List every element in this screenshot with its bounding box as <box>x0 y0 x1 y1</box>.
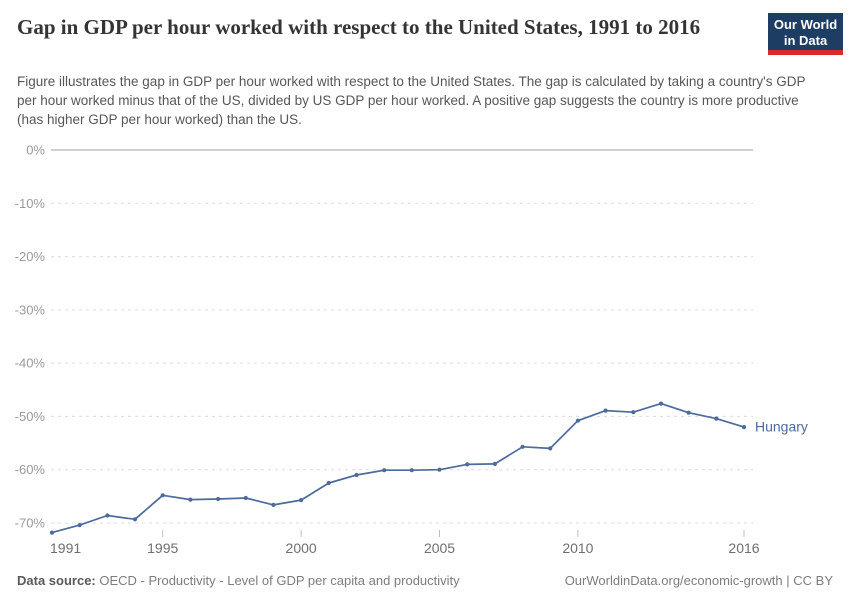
owid-logo-line1: Our World <box>773 17 838 32</box>
data-source-label: Data source: <box>17 573 96 588</box>
data-point[interactable] <box>271 502 276 507</box>
x-tick-label: 2010 <box>562 540 593 556</box>
owid-url-link[interactable]: OurWorldinData.org/economic-growth <box>564 573 783 588</box>
data-point[interactable] <box>160 493 165 498</box>
y-tick-label: 0% <box>26 143 45 158</box>
y-tick-label: -20% <box>15 249 46 264</box>
y-tick-label: -10% <box>15 196 46 211</box>
footer-divider: | <box>782 573 794 588</box>
data-point[interactable] <box>409 468 414 473</box>
license-label: CC BY <box>793 573 833 588</box>
chart-subtitle: Figure illustrates the gap in GDP per ho… <box>17 74 806 128</box>
data-point[interactable] <box>49 530 55 535</box>
data-point[interactable] <box>575 418 581 423</box>
x-tick-label: 2000 <box>286 540 317 556</box>
data-series-line[interactable] <box>51 402 745 534</box>
footer-credits: OurWorldinData.org/economic-growth | CC … <box>565 573 833 588</box>
y-tick-label: -60% <box>15 462 46 477</box>
data-point[interactable] <box>299 498 304 503</box>
data-point[interactable] <box>658 401 664 406</box>
data-source-text: OECD - Productivity - Level of GDP per c… <box>95 573 460 588</box>
data-point[interactable] <box>326 480 331 486</box>
data-source: Data source: OECD - Productivity - Level… <box>17 573 460 588</box>
owid-logo-stripe <box>768 50 843 55</box>
data-point[interactable] <box>465 462 470 467</box>
x-tick-label: 1991 <box>50 540 81 556</box>
data-point[interactable] <box>77 523 82 528</box>
data-point[interactable] <box>492 461 497 466</box>
y-tick-label: -30% <box>15 302 46 317</box>
data-point[interactable] <box>548 446 553 451</box>
data-point[interactable] <box>243 495 248 501</box>
data-point[interactable] <box>686 410 691 415</box>
owid-logo-line2: in Data <box>783 33 828 49</box>
data-point[interactable] <box>188 497 193 502</box>
x-tick-label: 2005 <box>424 540 455 556</box>
y-tick-label: -50% <box>15 409 46 424</box>
data-point[interactable] <box>382 468 387 473</box>
y-tick-label: -40% <box>15 356 46 371</box>
chart-footer: Data source: OECD - Productivity - Level… <box>17 573 833 588</box>
series-end-label[interactable]: Hungary <box>755 419 808 435</box>
owid-logo[interactable]: Our World in Data <box>768 13 843 53</box>
y-tick-label: -70% <box>15 516 46 531</box>
data-point[interactable] <box>354 472 359 478</box>
data-point[interactable] <box>437 467 442 472</box>
data-point[interactable] <box>105 513 110 518</box>
data-point[interactable] <box>520 444 525 449</box>
data-point[interactable] <box>216 496 221 502</box>
data-point[interactable] <box>631 410 636 415</box>
data-point[interactable] <box>714 416 719 421</box>
data-point[interactable] <box>132 517 138 522</box>
x-tick-label: 1995 <box>147 540 178 556</box>
data-point[interactable] <box>603 408 608 413</box>
x-tick-label: 2016 <box>728 540 759 556</box>
chart-title: Gap in GDP per hour worked with respect … <box>17 15 701 39</box>
data-point[interactable] <box>741 425 747 430</box>
